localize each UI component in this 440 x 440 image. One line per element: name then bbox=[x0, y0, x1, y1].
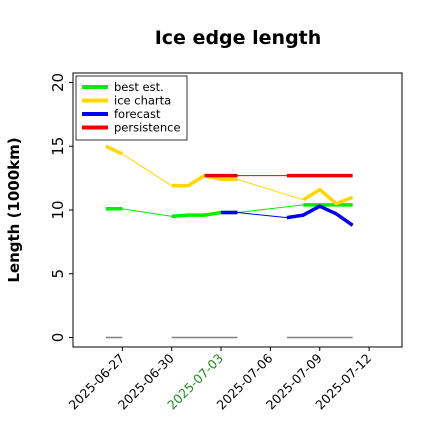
series-ice-charta-segment-0 bbox=[105, 144, 124, 156]
chart-title: Ice edge length bbox=[155, 27, 322, 49]
legend-label-0: best est. bbox=[114, 80, 164, 94]
series-ice-charta-segment-4 bbox=[302, 187, 354, 206]
series-forecast-segment-1 bbox=[237, 212, 287, 219]
y-tick-label-3: 15 bbox=[49, 137, 67, 156]
series-ice-charta-segment-1 bbox=[122, 153, 172, 187]
legend-label-3: persistence bbox=[114, 121, 181, 135]
legend-label-2: forecast bbox=[114, 107, 161, 121]
y-tick-label-1: 5 bbox=[49, 269, 67, 279]
y-tick-label-4: 20 bbox=[49, 73, 67, 92]
series-forecast-segment-2 bbox=[286, 204, 354, 227]
y-tick-label-2: 10 bbox=[49, 200, 67, 219]
series-best-est--segment-1 bbox=[122, 208, 172, 217]
y-axis-label: Length (1000km) bbox=[5, 137, 23, 282]
series-ice-charta-segment-3 bbox=[237, 178, 304, 201]
plot-area bbox=[105, 144, 354, 339]
y-tick-label-0: 0 bbox=[49, 333, 67, 343]
series-best-est--segment-3 bbox=[237, 204, 304, 214]
legend-label-1: ice charta bbox=[114, 94, 171, 108]
